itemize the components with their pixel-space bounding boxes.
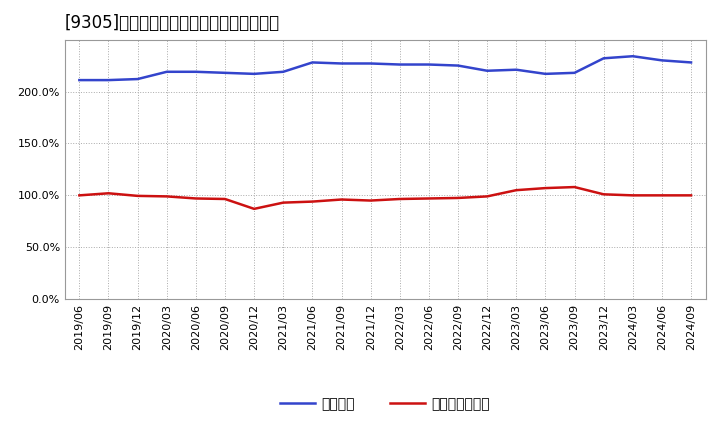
固定長期適合率: [279, 200, 287, 205]
固定比率: [570, 70, 579, 76]
固定比率: [541, 71, 550, 77]
固定比率: [279, 69, 287, 74]
固定長期適合率: [395, 196, 404, 202]
固定比率: [454, 63, 462, 68]
固定長期適合率: [657, 193, 666, 198]
固定長期適合率: [483, 194, 492, 199]
固定比率: [75, 77, 84, 83]
Legend: 固定比率, 固定長期適合率: 固定比率, 固定長期適合率: [274, 392, 496, 417]
固定長期適合率: [250, 206, 258, 212]
固定比率: [192, 69, 200, 74]
固定比率: [220, 70, 229, 76]
固定比率: [629, 54, 637, 59]
固定比率: [425, 62, 433, 67]
固定比率: [337, 61, 346, 66]
固定比率: [483, 68, 492, 73]
固定長期適合率: [629, 193, 637, 198]
固定長期適合率: [366, 198, 375, 203]
固定長期適合率: [220, 196, 229, 202]
固定長期適合率: [425, 196, 433, 201]
固定比率: [308, 60, 317, 65]
固定長期適合率: [570, 184, 579, 190]
固定長期適合率: [541, 185, 550, 191]
固定長期適合率: [337, 197, 346, 202]
固定比率: [250, 71, 258, 77]
固定比率: [133, 77, 142, 82]
固定比率: [657, 58, 666, 63]
Line: 固定比率: 固定比率: [79, 56, 691, 80]
固定長期適合率: [308, 199, 317, 204]
固定長期適合率: [454, 195, 462, 201]
固定長期適合率: [163, 194, 171, 199]
固定長期適合率: [599, 192, 608, 197]
固定長期適合率: [512, 187, 521, 193]
固定長期適合率: [75, 193, 84, 198]
Text: [9305]　固定比率、固定長期適合率の推移: [9305] 固定比率、固定長期適合率の推移: [65, 15, 280, 33]
固定比率: [104, 77, 113, 83]
Line: 固定長期適合率: 固定長期適合率: [79, 187, 691, 209]
固定長期適合率: [133, 193, 142, 198]
固定長期適合率: [687, 193, 696, 198]
固定比率: [163, 69, 171, 74]
固定比率: [395, 62, 404, 67]
固定長期適合率: [192, 196, 200, 201]
固定比率: [512, 67, 521, 72]
固定比率: [599, 55, 608, 61]
固定長期適合率: [104, 191, 113, 196]
固定比率: [366, 61, 375, 66]
固定比率: [687, 60, 696, 65]
